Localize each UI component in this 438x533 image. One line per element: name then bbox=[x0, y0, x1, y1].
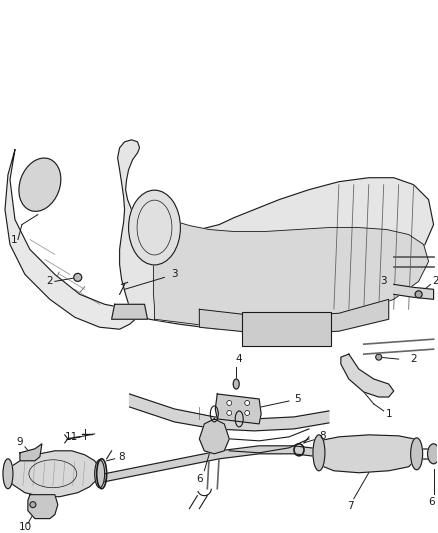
FancyBboxPatch shape bbox=[242, 312, 331, 346]
Ellipse shape bbox=[245, 400, 250, 406]
Text: 6: 6 bbox=[428, 497, 435, 507]
Text: 2: 2 bbox=[410, 354, 417, 364]
Polygon shape bbox=[105, 446, 319, 482]
Polygon shape bbox=[20, 444, 42, 461]
Polygon shape bbox=[7, 451, 100, 497]
Ellipse shape bbox=[227, 410, 232, 415]
Text: 5: 5 bbox=[294, 394, 300, 404]
Text: 3: 3 bbox=[381, 277, 387, 286]
Text: 8: 8 bbox=[320, 431, 326, 441]
Polygon shape bbox=[199, 300, 389, 334]
Ellipse shape bbox=[245, 410, 250, 415]
Ellipse shape bbox=[30, 502, 36, 507]
Ellipse shape bbox=[376, 354, 382, 360]
Ellipse shape bbox=[95, 460, 105, 488]
Text: 2: 2 bbox=[432, 277, 438, 286]
Text: 10: 10 bbox=[18, 522, 32, 531]
Text: 11: 11 bbox=[65, 432, 78, 442]
Text: 1: 1 bbox=[11, 235, 17, 245]
Text: 6: 6 bbox=[196, 474, 203, 484]
Ellipse shape bbox=[411, 438, 423, 470]
Polygon shape bbox=[112, 304, 148, 319]
Ellipse shape bbox=[3, 459, 13, 489]
Polygon shape bbox=[315, 435, 419, 473]
Ellipse shape bbox=[233, 379, 239, 389]
Text: 3: 3 bbox=[171, 269, 178, 279]
Polygon shape bbox=[152, 215, 428, 327]
Ellipse shape bbox=[313, 435, 325, 471]
Ellipse shape bbox=[227, 400, 232, 406]
Polygon shape bbox=[199, 419, 229, 454]
Polygon shape bbox=[341, 354, 394, 397]
Ellipse shape bbox=[19, 158, 61, 212]
Polygon shape bbox=[118, 140, 434, 329]
Text: 9: 9 bbox=[17, 437, 23, 447]
Text: 4: 4 bbox=[236, 354, 243, 364]
Text: 8: 8 bbox=[118, 452, 125, 462]
Polygon shape bbox=[5, 150, 138, 329]
Polygon shape bbox=[215, 394, 261, 424]
Ellipse shape bbox=[74, 273, 82, 281]
Polygon shape bbox=[28, 495, 58, 519]
Ellipse shape bbox=[129, 190, 180, 265]
Text: 2: 2 bbox=[46, 277, 53, 286]
Ellipse shape bbox=[427, 444, 438, 464]
Ellipse shape bbox=[415, 291, 422, 298]
Polygon shape bbox=[130, 394, 329, 431]
Polygon shape bbox=[394, 285, 434, 300]
Text: 1: 1 bbox=[385, 409, 392, 419]
Text: 7: 7 bbox=[347, 500, 354, 511]
